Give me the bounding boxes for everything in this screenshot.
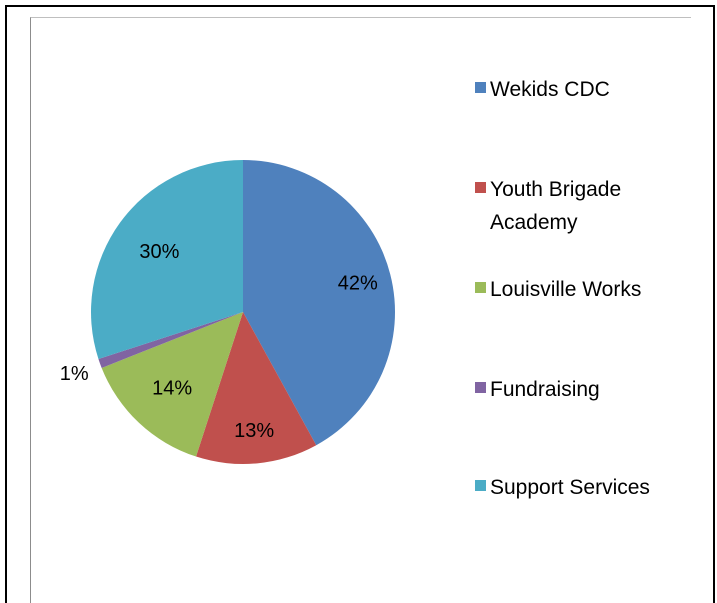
- legend-swatch-louisville-works: [475, 282, 486, 293]
- legend-label-support-services: Support Services: [490, 476, 650, 499]
- legend-label-wekids-cdc: Wekids CDC: [490, 78, 610, 101]
- pie-slice-support-services: [91, 160, 243, 359]
- chart-area-frame: [30, 17, 691, 603]
- legend-item-louisville-works: Louisville Works: [475, 278, 641, 301]
- legend: Wekids CDC Youth Brigade Academy Louisville…: [475, 78, 650, 499]
- legend-swatch-youth-brigade-academy: [475, 182, 486, 193]
- slice-label-youth-brigade-academy: 13%: [234, 420, 274, 442]
- chart-outer-frame: [5, 5, 715, 603]
- slice-label-fundraising: 1%: [60, 363, 89, 385]
- slice-labels: 42% 13% 14% 1% 30%: [60, 241, 378, 442]
- legend-item-youth-brigade-academy: Youth Brigade Academy: [475, 178, 621, 234]
- slice-label-louisville-works: 14%: [152, 377, 192, 399]
- pie-slice-louisville-works: [101, 312, 243, 457]
- legend-label-louisville-works: Louisville Works: [490, 278, 641, 301]
- pie-slice-fundraising: [98, 312, 243, 368]
- legend-item-wekids-cdc: Wekids CDC: [475, 78, 610, 101]
- legend-item-support-services: Support Services: [475, 476, 650, 499]
- legend-swatch-support-services: [475, 480, 486, 491]
- legend-label-youth-brigade-academy: Youth Brigade Academy: [490, 178, 621, 234]
- legend-swatch-fundraising: [475, 382, 486, 393]
- legend-label-fundraising: Fundraising: [490, 378, 600, 401]
- slice-label-support-services: 30%: [139, 241, 179, 263]
- legend-swatch-wekids-cdc: [475, 82, 486, 93]
- pie-slices: [91, 160, 396, 465]
- pie-slice-youth-brigade-academy: [196, 312, 317, 465]
- legend-item-fundraising: Fundraising: [475, 378, 600, 401]
- pie-slice-wekids-cdc: [243, 160, 396, 446]
- slice-label-wekids-cdc: 42%: [338, 273, 378, 295]
